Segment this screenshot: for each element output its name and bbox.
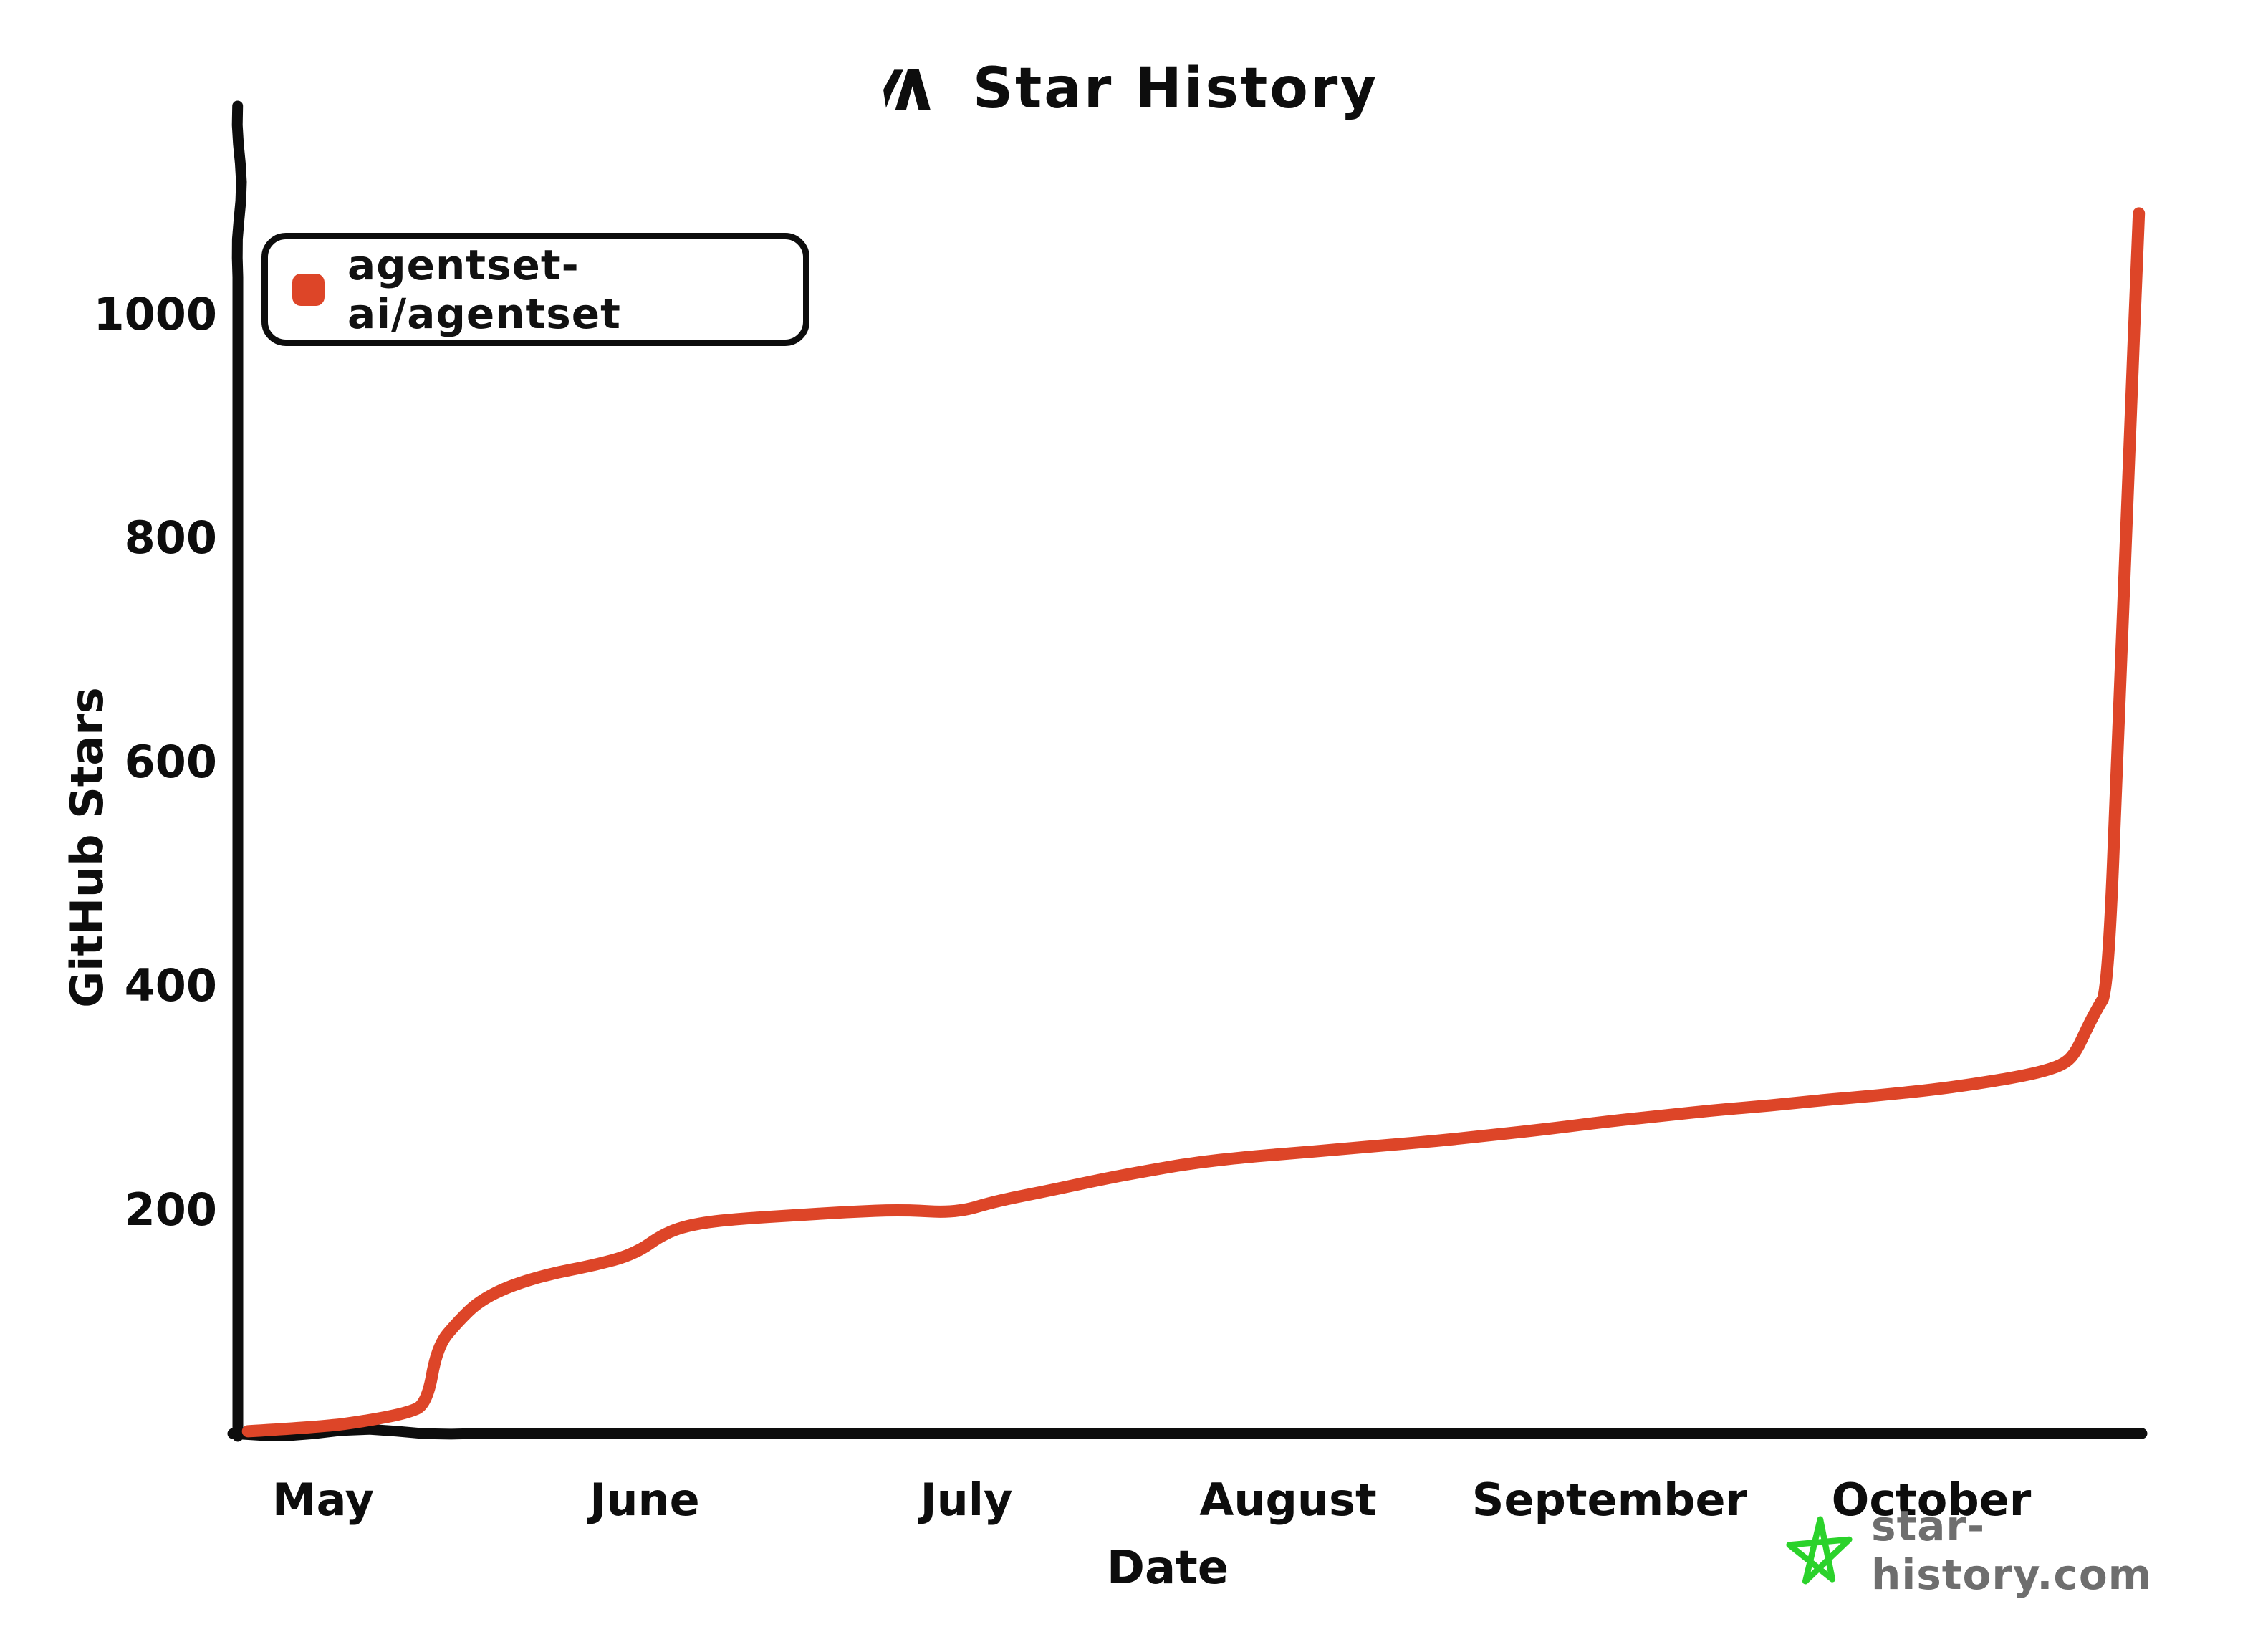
chart-title-row: Star History — [0, 56, 2258, 122]
x-tick-label: May — [272, 1474, 375, 1526]
x-tick-label: September — [1471, 1474, 1748, 1526]
x-axis-title: Date — [1106, 1542, 1229, 1595]
watermark-text: star-history.com — [1871, 1502, 2153, 1599]
x-axis-line — [227, 1423, 2148, 1441]
legend-series-label: agentset-ai/agentset — [347, 241, 621, 338]
y-tick-label: 800 — [124, 512, 217, 564]
y-tick-label: 600 — [124, 735, 217, 788]
y-tick-label: 200 — [124, 1183, 217, 1236]
x-tick-label: August — [1199, 1474, 1377, 1526]
legend: agentset-ai/agentset — [261, 233, 809, 346]
series-line-agentset — [241, 207, 2146, 1438]
y-axis-line — [231, 100, 247, 1442]
watermark: star-history.com — [1785, 1502, 2258, 1599]
legend-series-swatch — [292, 273, 325, 306]
star-history-logo-icon — [883, 69, 931, 110]
x-tick-label: July — [920, 1474, 1013, 1526]
x-tick-label: June — [590, 1474, 700, 1526]
x-tick-label: October — [1831, 1474, 2032, 1526]
y-tick-label: 400 — [124, 959, 217, 1012]
page-title: Star History — [972, 57, 1379, 121]
star-icon — [1786, 1516, 1853, 1585]
y-tick-label: 1000 — [93, 287, 217, 340]
